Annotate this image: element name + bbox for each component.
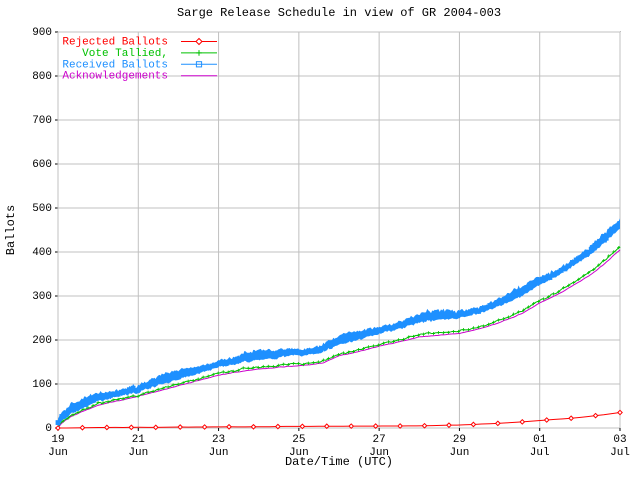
svg-text:Jun: Jun: [128, 447, 148, 459]
svg-text:300: 300: [32, 291, 52, 303]
svg-text:25: 25: [292, 434, 305, 446]
svg-text:400: 400: [32, 247, 52, 259]
svg-text:200: 200: [32, 335, 52, 347]
svg-text:19: 19: [51, 434, 64, 446]
svg-text:Jul: Jul: [610, 447, 630, 459]
svg-text:Jun: Jun: [48, 447, 68, 459]
svg-text:Sarge Release Schedule in view: Sarge Release Schedule in view of GR 200…: [177, 6, 501, 20]
svg-text:Ballots: Ballots: [4, 205, 18, 255]
svg-text:Date/Time (UTC): Date/Time (UTC): [285, 455, 393, 469]
svg-text:Jun: Jun: [450, 447, 470, 459]
svg-text:500: 500: [32, 203, 52, 215]
svg-text:600: 600: [32, 159, 52, 171]
svg-text:Jul: Jul: [530, 447, 550, 459]
svg-text:700: 700: [32, 115, 52, 127]
svg-text:27: 27: [373, 434, 386, 446]
svg-text:21: 21: [132, 434, 146, 446]
svg-text:01: 01: [533, 434, 547, 446]
svg-text:Acknowledgements: Acknowledgements: [62, 71, 168, 83]
svg-text:03: 03: [613, 434, 626, 446]
svg-text:Vote Tallied,: Vote Tallied,: [82, 48, 168, 60]
svg-text:Received Ballots: Received Ballots: [62, 59, 168, 71]
svg-text:Jun: Jun: [209, 447, 229, 459]
svg-text:Rejected Ballots: Rejected Ballots: [62, 37, 168, 49]
svg-text:23: 23: [212, 434, 225, 446]
svg-text:900: 900: [32, 27, 52, 39]
svg-text:29: 29: [453, 434, 466, 446]
svg-text:800: 800: [32, 71, 52, 83]
svg-text:100: 100: [32, 379, 52, 391]
